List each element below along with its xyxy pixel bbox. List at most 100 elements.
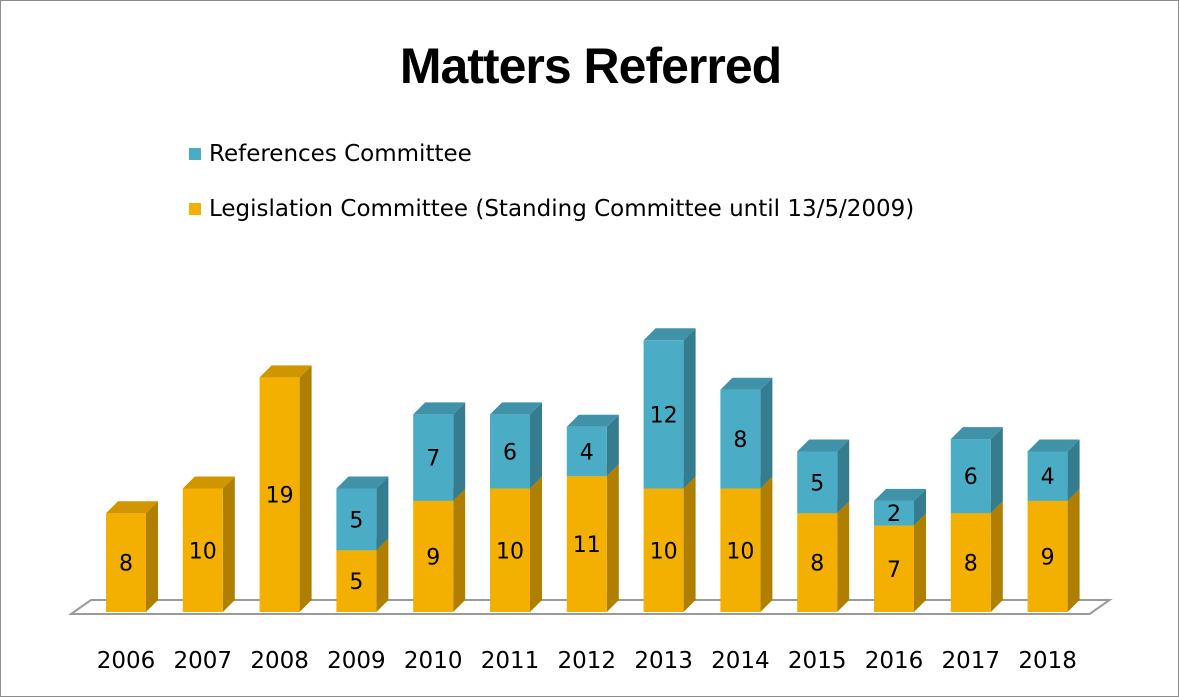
bar-legislation-2007-top: [182, 476, 235, 489]
bar-references-2013: [643, 340, 684, 489]
data-label-references-2013: 12: [650, 403, 678, 428]
bar-legislation-2016: [874, 525, 914, 612]
bar-legislation-2009-side: [376, 538, 389, 612]
bar-references-2012-side: [606, 414, 619, 477]
bar-references-2018-side: [1067, 439, 1080, 501]
bar-references-2016-side: [914, 488, 926, 526]
bar-references-2016-top: [874, 488, 926, 501]
x-tick-label-2017: 2017: [942, 648, 1001, 674]
bar-references-2009-top: [336, 476, 389, 489]
x-tick-label-2016: 2016: [865, 648, 924, 674]
data-label-legislation-2009: 5: [349, 570, 363, 595]
bar-legislation-2012-side: [606, 464, 619, 612]
data-label-references-2014: 8: [733, 428, 747, 453]
legend-label-legislation: Legislation Committee (Standing Committe…: [209, 196, 915, 222]
data-label-legislation-2015: 8: [810, 552, 824, 577]
data-label-legislation-2013: 10: [650, 539, 678, 564]
x-tick-label-2006: 2006: [97, 648, 156, 674]
chart-title: Matters Referred: [399, 38, 782, 94]
data-label-legislation-2006: 8: [119, 552, 133, 577]
bar-legislation-2007: [182, 488, 223, 612]
bar-references-2014-side: [760, 377, 773, 489]
bar-legislation-2018: [1027, 500, 1068, 612]
legend-swatch-references: [189, 148, 201, 160]
bar-references-2009-side: [376, 476, 389, 551]
bar-legislation-2018-side: [1067, 488, 1080, 612]
bar-legislation-2013-side: [683, 476, 696, 612]
bar-legislation-2011: [490, 488, 530, 612]
bar-references-2013-side: [683, 328, 696, 489]
bar-references-2017: [950, 439, 991, 514]
data-label-references-2011: 6: [503, 440, 517, 465]
bar-references-2016: [874, 500, 914, 526]
bar-legislation-2010: [413, 500, 454, 612]
bar-legislation-2014: [720, 488, 761, 612]
bar-legislation-2017: [950, 513, 991, 612]
x-tick-label-2010: 2010: [404, 648, 463, 674]
legend-item-legislation: Legislation Committee (Standing Committe…: [189, 194, 914, 224]
bar-references-2017-side: [990, 427, 1003, 514]
bar-references-2009: [336, 488, 377, 551]
x-tick-label-2008: 2008: [250, 648, 309, 674]
x-tick-label-2014: 2014: [711, 648, 770, 674]
x-tick-label-2007: 2007: [174, 648, 233, 674]
data-label-legislation-2016: 7: [887, 558, 901, 583]
bar-legislation-2008-side: [299, 365, 312, 612]
data-label-references-2015: 5: [810, 471, 824, 496]
bar-legislation-2012: [566, 476, 607, 612]
bar-legislation-2006: [106, 513, 146, 612]
bar-legislation-2009: [336, 550, 377, 612]
data-label-references-2018: 4: [1041, 465, 1055, 490]
legend: References Committee Legislation Committ…: [189, 139, 914, 224]
bar-legislation-2011-side: [530, 476, 542, 612]
bar-references-2018-top: [1027, 439, 1080, 452]
data-label-legislation-2014: 10: [726, 539, 754, 564]
bar-references-2011-top: [490, 402, 542, 415]
bar-legislation-2007-side: [222, 476, 235, 612]
data-label-references-2012: 4: [580, 440, 594, 465]
bar-references-2018: [1027, 451, 1068, 501]
x-tick-label-2009: 2009: [327, 648, 386, 674]
bar-legislation-2017-side: [990, 501, 1003, 612]
data-label-legislation-2011: 10: [496, 539, 524, 564]
bar-references-2017-top: [950, 427, 1003, 440]
bar-legislation-2016-side: [914, 513, 926, 612]
bar-references-2012-top: [566, 414, 619, 427]
data-label-legislation-2007: 10: [189, 539, 217, 564]
data-label-references-2017: 6: [964, 465, 978, 490]
bar-legislation-2013: [643, 488, 684, 612]
bar-references-2015-top: [797, 439, 850, 452]
legend-swatch-legislation: [189, 203, 201, 215]
x-tick-label-2012: 2012: [558, 648, 617, 674]
bar-legislation-2014-side: [760, 476, 773, 612]
data-label-legislation-2010: 9: [426, 545, 440, 570]
bar-references-2011-side: [530, 402, 542, 489]
bar-references-2015-side: [837, 439, 850, 514]
bar-references-2010-side: [453, 402, 466, 501]
bar-references-2014: [720, 389, 761, 489]
legend-label-references: References Committee: [209, 141, 472, 167]
x-tick-label-2018: 2018: [1018, 648, 1077, 674]
bar-references-2014-top: [720, 377, 773, 390]
bar-legislation-2008-top: [259, 365, 312, 378]
data-label-references-2016: 2: [887, 502, 901, 527]
bar-legislation-2006-side: [146, 501, 158, 612]
bar-legislation-2010-side: [453, 488, 466, 612]
x-tick-label-2013: 2013: [634, 648, 693, 674]
bar-legislation-2015: [797, 513, 838, 612]
x-tick-label-2015: 2015: [788, 648, 847, 674]
data-label-legislation-2008: 19: [266, 484, 294, 509]
data-label-references-2010: 7: [426, 447, 440, 472]
bar-references-2010: [413, 414, 454, 501]
data-label-legislation-2018: 9: [1041, 545, 1055, 570]
bar-legislation-2008: [259, 377, 300, 612]
bar-references-2012: [566, 426, 607, 477]
bar-legislation-2006-top: [106, 501, 158, 514]
x-tick-label-2011: 2011: [481, 648, 540, 674]
legend-item-references: References Committee: [189, 139, 914, 169]
bar-references-2011: [490, 414, 530, 489]
data-label-legislation-2017: 8: [964, 552, 978, 577]
bar-references-2013-top: [643, 328, 696, 341]
bar-legislation-2015-side: [837, 501, 850, 612]
